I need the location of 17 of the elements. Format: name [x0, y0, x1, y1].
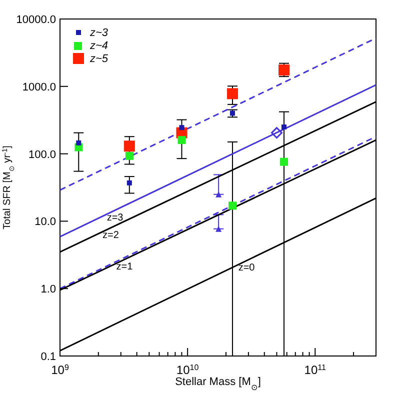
- y-tick-label: 100.0: [28, 148, 56, 161]
- annotation: z=3: [106, 212, 124, 224]
- x-tick-label: 10$^{9}$: [51, 362, 70, 377]
- legend-label: z~3: [90, 26, 108, 38]
- y-tick-label: 0.1: [40, 351, 56, 363]
- y-tick-label: 1000.0: [22, 81, 56, 94]
- legend-label: z~5: [90, 52, 108, 64]
- x-axis-title: Stellar Mass [M$_{⊙}$]: [175, 376, 261, 392]
- annotation: z=2: [102, 230, 120, 241]
- y-tick-label: 10000.0: [16, 14, 56, 26]
- y-tick-label: 1.0: [40, 284, 56, 296]
- annotation: z=1: [116, 262, 134, 273]
- annotation: z=0: [238, 262, 256, 274]
- y-tick-label: 10.0: [34, 216, 56, 228]
- legend-label: z~4: [90, 40, 108, 52]
- x-tick-label: 10$^{11}$: [304, 362, 327, 377]
- x-tick-label: 10$^{10}$: [176, 362, 200, 377]
